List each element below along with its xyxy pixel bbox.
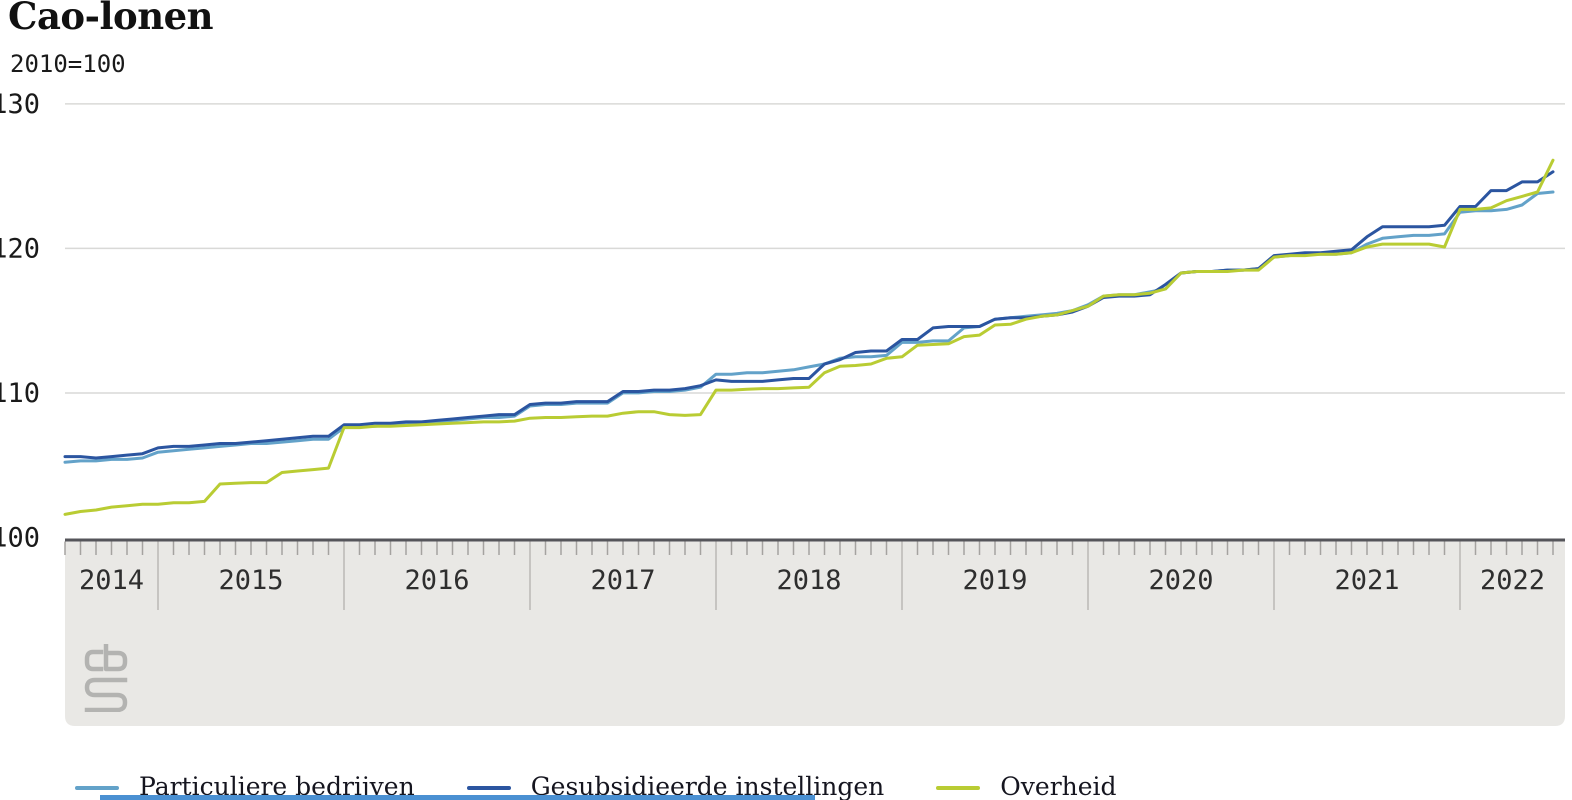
legend-line-swatch (936, 785, 981, 790)
line-chart: 100 110 120 130 2014 2015 2016 2017 2018 2019 2020… (0, 89, 1565, 726)
legend-line-swatch (466, 785, 511, 790)
cbs-logo-icon (84, 644, 128, 712)
bottom-partial-bar (100, 795, 815, 800)
series-particuliere-bedrijven (63, 190, 1555, 464)
svg-text:2014: 2014 (79, 565, 144, 596)
chart-title: Cao-lonen (8, 0, 214, 38)
svg-text:2020: 2020 (1148, 565, 1213, 596)
svg-text:2022: 2022 (1480, 565, 1545, 596)
svg-text:130: 130 (0, 89, 40, 120)
legend-line-swatch (75, 785, 119, 790)
x-axis-band (65, 538, 1565, 726)
svg-text:2018: 2018 (776, 565, 841, 596)
x-axis-labels: 2014 2015 2016 2017 2018 2019 2020 2021 2022 (79, 565, 1545, 596)
series-gesubsidieerde-instellingen (63, 170, 1555, 460)
series-overheid (63, 158, 1555, 516)
y-axis-labels: 100 110 120 130 (0, 89, 40, 554)
chart-unit-note: 2010=100 (10, 50, 126, 78)
x-axis-ticks (64, 541, 1554, 610)
svg-text:2015: 2015 (218, 565, 283, 596)
legend-item-overheid: Overheid (936, 772, 1117, 800)
svg-text:2017: 2017 (590, 565, 655, 596)
y-grid (65, 103, 1565, 394)
svg-text:120: 120 (0, 233, 40, 264)
svg-text:100: 100 (0, 523, 40, 554)
legend-label: Overheid (1000, 772, 1117, 800)
svg-text:110: 110 (0, 378, 40, 409)
svg-text:2016: 2016 (404, 565, 469, 596)
svg-text:2021: 2021 (1334, 565, 1399, 596)
svg-text:2019: 2019 (962, 565, 1027, 596)
